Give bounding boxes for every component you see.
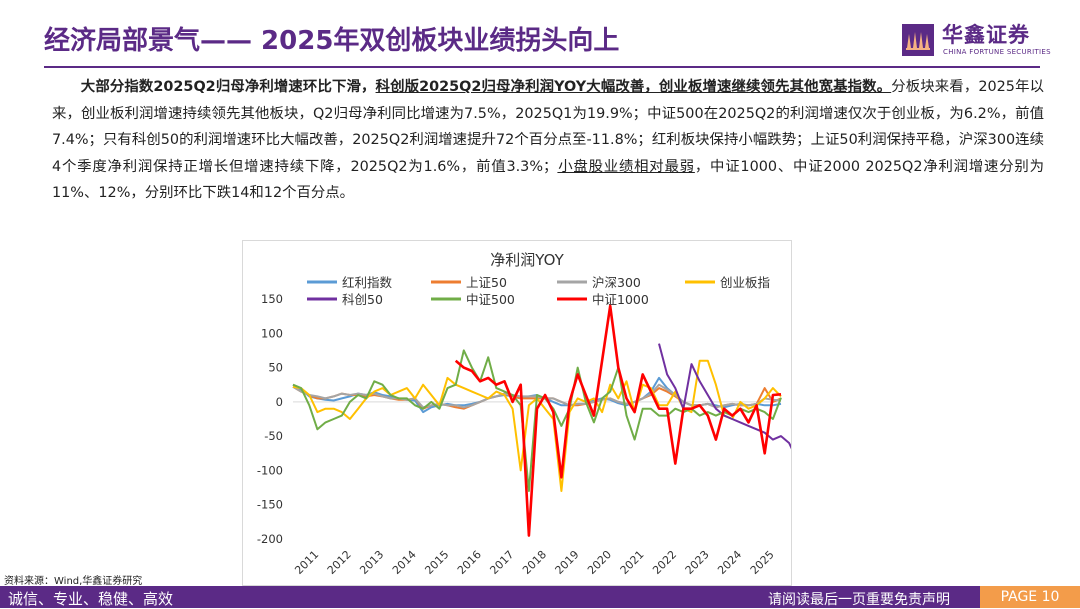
x-tick-label: 2017 <box>487 548 516 577</box>
summary-bold-2: 科创版2025Q2归母净利润YOY大幅改善，创业板增速继续领先其他宽基指数。 <box>375 79 892 95</box>
x-tick-label: 2024 <box>715 548 744 577</box>
x-tick-label: 2015 <box>422 548 451 577</box>
x-tick-label: 2012 <box>325 548 354 577</box>
y-tick-label: 0 <box>276 395 283 409</box>
y-tick-label: -50 <box>264 429 283 443</box>
legend-label: 科创50 <box>342 292 383 307</box>
legend-label: 红利指数 <box>342 275 393 290</box>
y-tick-label: -200 <box>257 532 283 546</box>
brand-logo-icon <box>902 24 934 56</box>
chart-axes: 150 100 50 0 -50 -100 -150 -200 2011 2012 2013 2014… <box>257 292 781 577</box>
summary-bold-1: 大部分指数2025Q2归母净利增速环比下滑， <box>80 79 376 95</box>
title-divider <box>44 66 1040 68</box>
summary-text-1: 分板块来看，2025年以来，创业板利润增速持续领先其他板块，Q2归母净利同比增速… <box>52 79 1044 175</box>
brand-name: 华鑫证券 <box>942 23 1030 47</box>
y-tick-label: 150 <box>261 292 283 306</box>
legend-label: 中证1000 <box>592 292 649 307</box>
page-number: PAGE 10 <box>980 586 1080 608</box>
legend-label: 中证500 <box>466 292 515 307</box>
y-tick-label: -150 <box>257 498 283 512</box>
x-tick-label: 2011 <box>292 548 321 577</box>
legend-label: 上证50 <box>466 275 507 290</box>
footer-disclaimer: 请阅读最后一页重要免责声明 <box>768 592 950 608</box>
footer-motto: 诚信、专业、稳健、高效 <box>8 590 174 608</box>
legend-label: 创业板指 <box>720 275 770 290</box>
summary-paragraph: 大部分指数2025Q2归母净利增速环比下滑，科创版2025Q2归母净利润YOY大… <box>52 74 1044 207</box>
series-line-5 <box>292 349 782 492</box>
summary-underline: 小盘股业绩相对最弱 <box>557 158 695 175</box>
chart-lines <box>292 304 807 537</box>
x-tick-label: 2016 <box>455 548 484 577</box>
brand-subtitle: CHINA FORTUNE SECURITIES <box>943 48 1051 56</box>
y-tick-label: -100 <box>257 463 283 477</box>
chart-title: 净利润YOY <box>490 251 564 269</box>
x-tick-label: 2013 <box>357 548 386 577</box>
x-tick-label: 2019 <box>553 548 582 577</box>
x-tick-label: 2014 <box>390 548 419 577</box>
x-tick-label: 2021 <box>618 548 647 577</box>
y-tick-label: 50 <box>268 361 283 375</box>
summary-text-2: ，中证1000、中证2000 2025Q2净利润增速分别为11%、12%，分别环… <box>52 158 1044 202</box>
page-title: 经济局部景气—— 2025年双创板块业绩拐头向上 <box>44 26 620 56</box>
x-tick-label: 2023 <box>683 548 712 577</box>
source-note: 资料来源：Wind,华鑫证券研究 <box>4 576 143 587</box>
legend-label: 沪深300 <box>592 275 641 290</box>
brand-logo: 华鑫证券 CHINA FORTUNE SECURITIES <box>902 18 1052 62</box>
y-tick-label: 100 <box>261 326 283 340</box>
series-line-6 <box>454 304 782 537</box>
x-tick-label: 2025 <box>748 548 777 577</box>
chart-frame: 净利润YOY 红利指数 上证50 沪深300 创业板指 科创50 中证500 中证1000 … <box>242 240 807 586</box>
x-tick-label: 2020 <box>585 548 614 577</box>
x-tick-label: 2022 <box>650 548 679 577</box>
footer-bar: 诚信、专业、稳健、高效 请阅读最后一页重要免责声明 PAGE 10 <box>0 586 1080 608</box>
x-tick-label: 2018 <box>520 548 549 577</box>
